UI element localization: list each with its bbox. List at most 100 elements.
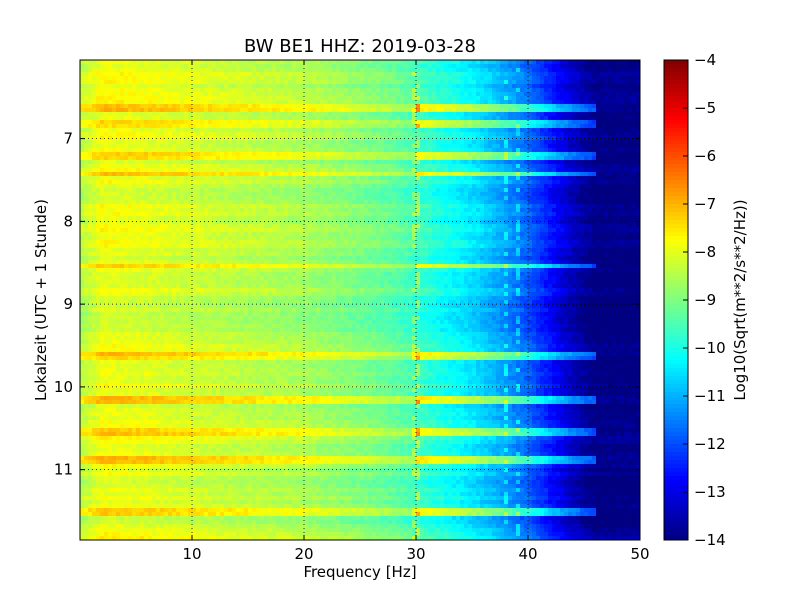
heatmap-cell <box>400 144 405 149</box>
heatmap-cell <box>196 84 201 89</box>
heatmap-cell <box>196 192 201 197</box>
heatmap-cell <box>312 92 317 97</box>
heatmap-cell <box>564 96 569 101</box>
heatmap-cell <box>412 64 417 69</box>
heatmap-cell <box>512 196 517 201</box>
heatmap-cell <box>304 80 309 85</box>
heatmap-cell <box>624 64 629 69</box>
heatmap-cell <box>604 180 609 185</box>
heatmap-cell <box>612 128 617 133</box>
heatmap-cell <box>268 92 273 97</box>
heatmap-cell <box>408 68 413 73</box>
heatmap-cell <box>520 60 525 65</box>
heatmap-cell <box>108 148 113 153</box>
heatmap-cell <box>408 176 413 181</box>
heatmap-cell <box>552 140 557 145</box>
heatmap-cell <box>228 116 233 121</box>
heatmap-cell <box>364 76 369 81</box>
heatmap-cell <box>416 156 421 161</box>
heatmap-cell <box>424 92 429 97</box>
heatmap-cell <box>112 108 117 113</box>
heatmap-cell <box>412 76 417 81</box>
heatmap-cell <box>416 96 421 101</box>
heatmap-cell <box>248 152 253 157</box>
heatmap-cell <box>124 104 129 109</box>
heatmap-cell <box>436 116 441 121</box>
heatmap-cell <box>556 136 561 141</box>
heatmap-cell <box>380 196 385 201</box>
heatmap-cell <box>436 68 441 73</box>
heatmap-cell <box>416 200 421 205</box>
heatmap-cell <box>360 68 365 73</box>
heatmap-cell <box>372 196 377 201</box>
heatmap-cell <box>260 100 265 105</box>
heatmap-cell <box>456 152 461 157</box>
heatmap-cell <box>388 128 393 133</box>
heatmap-cell <box>104 128 109 133</box>
heatmap-cell <box>184 160 189 165</box>
heatmap-cell <box>248 76 253 81</box>
heatmap-cell <box>460 188 465 193</box>
heatmap-cell <box>344 136 349 141</box>
heatmap-cell <box>416 100 421 105</box>
heatmap-cell <box>408 72 413 77</box>
heatmap-cell <box>248 116 253 121</box>
heatmap-cell <box>636 196 640 201</box>
heatmap-cell <box>404 88 409 93</box>
heatmap-cell <box>240 136 245 141</box>
heatmap-cell <box>592 144 597 149</box>
heatmap-cell <box>400 112 405 117</box>
heatmap-cell <box>148 84 153 89</box>
heatmap-cell <box>224 192 229 197</box>
heatmap-cell <box>204 92 209 97</box>
heatmap-cell <box>548 160 553 165</box>
heatmap-cell <box>332 116 337 121</box>
heatmap-cell <box>452 68 457 73</box>
heatmap-cell <box>588 84 593 89</box>
heatmap-cell <box>380 184 385 189</box>
heatmap-cell <box>572 140 577 145</box>
heatmap-cell <box>88 168 93 173</box>
heatmap-cell <box>108 76 113 81</box>
heatmap-cell <box>140 140 145 145</box>
heatmap-cell <box>480 136 485 141</box>
heatmap-cell <box>508 60 513 65</box>
heatmap-cell <box>412 168 417 173</box>
heatmap-cell <box>168 144 173 149</box>
heatmap-cell <box>304 168 309 173</box>
heatmap-cell <box>464 164 469 169</box>
heatmap-cell <box>456 112 461 117</box>
heatmap-cell <box>144 100 149 105</box>
heatmap-cell <box>228 128 233 133</box>
heatmap-cell <box>380 120 385 125</box>
heatmap-cell <box>472 136 477 141</box>
heatmap-cell <box>148 116 153 121</box>
heatmap-cell <box>576 104 581 109</box>
heatmap-cell <box>172 196 177 201</box>
heatmap-cell <box>524 68 529 73</box>
heatmap-cell <box>332 176 337 181</box>
heatmap-cell <box>372 172 377 177</box>
heatmap-cell <box>424 84 429 89</box>
heatmap-cell <box>244 180 249 185</box>
heatmap-cell <box>536 120 541 125</box>
heatmap-cell <box>276 156 281 161</box>
heatmap-cell <box>532 140 537 145</box>
heatmap-cell <box>264 180 269 185</box>
heatmap-cell <box>368 144 373 149</box>
heatmap-cell <box>464 96 469 101</box>
heatmap-cell <box>288 148 293 153</box>
heatmap-cell <box>180 60 185 65</box>
heatmap-cell <box>124 72 129 77</box>
heatmap-cell <box>132 100 137 105</box>
heatmap-cell <box>504 152 509 157</box>
heatmap-cell <box>160 184 165 189</box>
heatmap-cell <box>208 176 213 181</box>
heatmap-cell <box>148 112 153 117</box>
heatmap-cell <box>96 172 101 177</box>
heatmap-cell <box>368 200 373 205</box>
heatmap-cell <box>80 96 85 101</box>
heatmap-cell <box>472 144 477 149</box>
heatmap-cell <box>324 84 329 89</box>
heatmap-cell <box>492 168 497 173</box>
